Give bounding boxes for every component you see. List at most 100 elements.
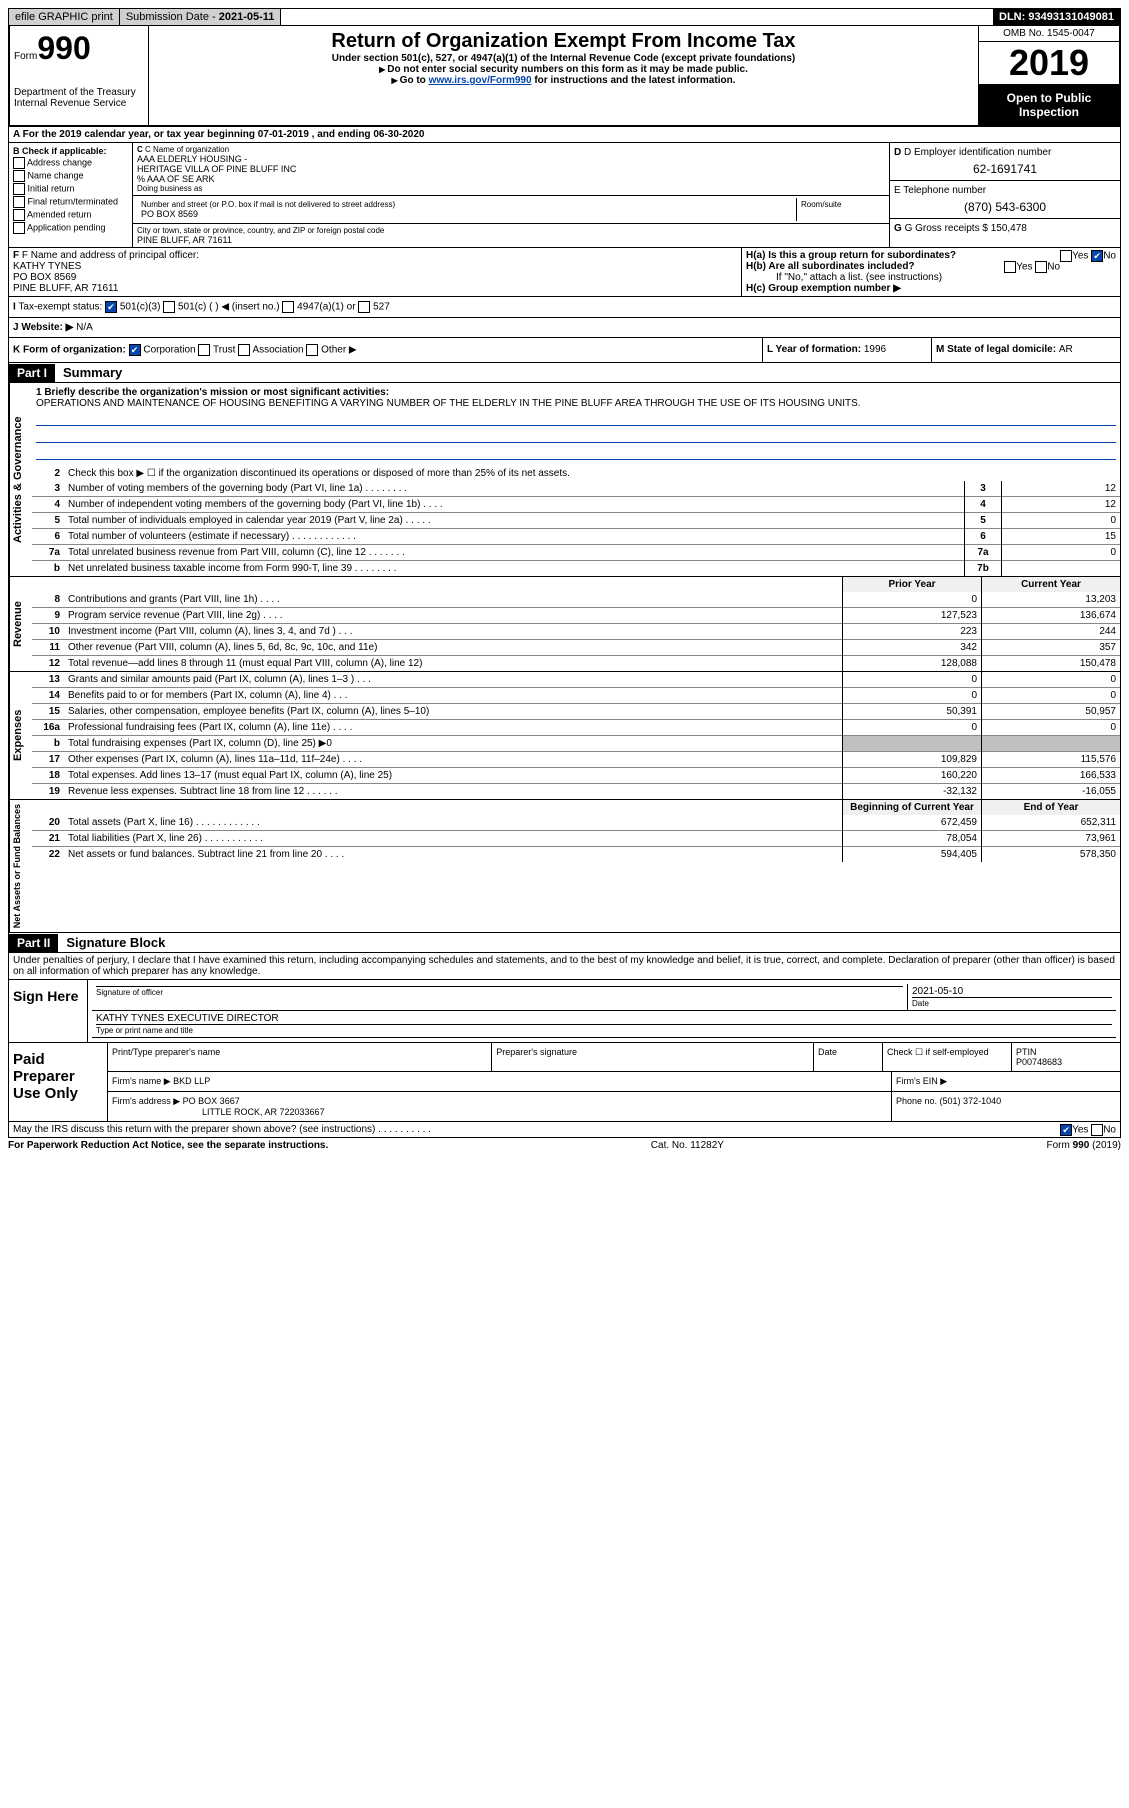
ptin-label: PTIN xyxy=(1016,1047,1116,1057)
revenue-section: Revenue Prior YearCurrent Year 8Contribu… xyxy=(8,577,1121,672)
mission-blank-2 xyxy=(36,428,1116,443)
opt-501c: 501(c) ( ) ◀ (insert no.) xyxy=(178,302,280,313)
section-b: B Check if applicable: Address change Na… xyxy=(9,143,133,247)
opt-527: 527 xyxy=(373,302,390,313)
checkbox-option[interactable]: Final return/terminated xyxy=(13,196,128,208)
footer-mid: Cat. No. 11282Y xyxy=(651,1140,724,1151)
501c-check[interactable] xyxy=(163,301,175,313)
checkbox-option[interactable]: Initial return xyxy=(13,183,128,195)
form-subtitle-2: Do not enter social security numbers on … xyxy=(153,64,974,75)
checkbox-option[interactable]: Application pending xyxy=(13,222,128,234)
top-bar: efile GRAPHIC print Submission Date - 20… xyxy=(8,8,1121,26)
corp-check[interactable] xyxy=(129,344,141,356)
efile-button[interactable]: efile GRAPHIC print xyxy=(9,9,120,25)
vlabel-revenue: Revenue xyxy=(9,577,32,671)
mission-blank-3 xyxy=(36,445,1116,460)
ptin-value: P00748683 xyxy=(1016,1057,1116,1067)
hb-yes-check[interactable] xyxy=(1004,261,1016,273)
part1-header-row: Part I Summary xyxy=(8,363,1121,383)
assoc-check[interactable] xyxy=(238,344,250,356)
form-number: 990 xyxy=(37,30,90,66)
firm-phone: (501) 372-1040 xyxy=(940,1096,1002,1106)
table-row: 7aTotal unrelated business revenue from … xyxy=(32,545,1120,561)
discuss-yes-check[interactable] xyxy=(1060,1124,1072,1136)
netassets-section: Net Assets or Fund Balances Beginning of… xyxy=(8,800,1121,933)
firm-name-label: Firm's name ▶ xyxy=(112,1076,171,1086)
officer-addr: PO BOX 8569 xyxy=(13,272,737,283)
section-fh: F F Name and address of principal office… xyxy=(8,248,1121,297)
signature-block: Under penalties of perjury, I declare th… xyxy=(8,953,1121,1138)
table-row: 6Total number of volunteers (estimate if… xyxy=(32,529,1120,545)
form-subtitle-1: Under section 501(c), 527, or 4947(a)(1)… xyxy=(153,53,974,64)
527-check[interactable] xyxy=(358,301,370,313)
opt-trust: Trust xyxy=(213,345,235,356)
org-name-2: HERITAGE VILLA OF PINE BLUFF INC xyxy=(137,164,885,174)
section-l: L Year of formation: 1996 xyxy=(763,338,932,362)
ein-value: 62-1691741 xyxy=(894,162,1116,176)
4947-check[interactable] xyxy=(282,301,294,313)
prep-date-label: Date xyxy=(814,1043,883,1071)
discuss-yes: Yes xyxy=(1072,1125,1088,1136)
submission-value: 2021-05-11 xyxy=(219,11,275,23)
h-b-label: H(b) Are all subordinates included? xyxy=(746,261,915,272)
part2-title: Signature Block xyxy=(58,933,173,952)
org-address: PO BOX 8569 xyxy=(141,209,792,219)
type-name-label: Type or print name and title xyxy=(96,1024,1112,1035)
section-f: F F Name and address of principal office… xyxy=(9,248,742,296)
omb-number: OMB No. 1545-0047 xyxy=(979,26,1119,42)
dln-value: 93493131049081 xyxy=(1028,11,1114,23)
part2-badge: Part II xyxy=(9,934,58,952)
dba-label: Doing business as xyxy=(137,184,885,193)
table-row: 12Total revenue—add lines 8 through 11 (… xyxy=(32,656,1120,672)
officer-name: KATHY TYNES xyxy=(13,261,737,272)
firm-addr-2: LITTLE ROCK, AR 722033667 xyxy=(202,1107,325,1117)
discuss-no-check[interactable] xyxy=(1091,1124,1103,1136)
vlabel-netassets: Net Assets or Fund Balances xyxy=(9,800,32,932)
discuss-no: No xyxy=(1103,1125,1116,1136)
prior-year-header: Prior Year xyxy=(843,577,982,592)
table-row: 5Total number of individuals employed in… xyxy=(32,513,1120,529)
section-h: H(a) Is this a group return for subordin… xyxy=(742,248,1120,296)
mission-label: 1 Briefly describe the organization's mi… xyxy=(36,387,389,398)
hb-no-check[interactable] xyxy=(1035,261,1047,273)
room-label: Room/suite xyxy=(797,198,885,221)
checkbox-option[interactable]: Name change xyxy=(13,170,128,182)
section-m: M State of legal domicile: AR xyxy=(932,338,1120,362)
opt-other: Other ▶ xyxy=(321,345,356,356)
table-row: 15Salaries, other compensation, employee… xyxy=(32,704,1120,720)
ha-yes-check[interactable] xyxy=(1060,250,1072,262)
section-c: C C Name of organization AAA ELDERLY HOU… xyxy=(133,143,889,247)
section-klm: K Form of organization: Corporation Trus… xyxy=(8,338,1121,363)
org-name-3: % AAA OF SE ARK xyxy=(137,174,885,184)
checkbox-option[interactable]: Address change xyxy=(13,157,128,169)
ha-no-check[interactable] xyxy=(1091,250,1103,262)
dln-label: DLN: xyxy=(999,11,1028,23)
city-label: City or town, state or province, country… xyxy=(137,226,885,235)
vlabel-expenses: Expenses xyxy=(9,672,32,799)
mission-blank-1 xyxy=(36,411,1116,426)
page-footer: For Paperwork Reduction Act Notice, see … xyxy=(8,1138,1121,1153)
table-row: 16aProfessional fundraising fees (Part I… xyxy=(32,720,1120,736)
m-label: M State of legal domicile: xyxy=(936,344,1059,355)
part1-title: Summary xyxy=(55,363,130,382)
table-row: 18Total expenses. Add lines 13–17 (must … xyxy=(32,768,1120,784)
m-value: AR xyxy=(1059,344,1073,355)
checkbox-option[interactable]: Amended return xyxy=(13,209,128,221)
table-row: 17Other expenses (Part IX, column (A), l… xyxy=(32,752,1120,768)
h-b-note: If "No," attach a list. (see instruction… xyxy=(746,272,1116,283)
org-city: PINE BLUFF, AR 71611 xyxy=(137,235,885,245)
sig-date-label: Date xyxy=(912,997,1112,1008)
trust-check[interactable] xyxy=(198,344,210,356)
501c3-check[interactable] xyxy=(105,301,117,313)
table-row: 9Program service revenue (Part VIII, lin… xyxy=(32,608,1120,624)
line2-text: Check this box ▶ ☐ if the organization d… xyxy=(64,466,1120,481)
table-row: 21Total liabilities (Part X, line 26) . … xyxy=(32,831,1120,847)
table-row: 3Number of voting members of the governi… xyxy=(32,481,1120,497)
form990-link[interactable]: www.irs.gov/Form990 xyxy=(429,75,532,86)
gross-value: 150,478 xyxy=(991,223,1027,234)
preparer-name-label: Print/Type preparer's name xyxy=(108,1043,492,1071)
other-check[interactable] xyxy=(306,344,318,356)
header-mid: Return of Organization Exempt From Incom… xyxy=(149,26,978,125)
form-header: Form990 Department of the Treasury Inter… xyxy=(8,26,1121,127)
section-i: I Tax-exempt status: 501(c)(3) 501(c) ( … xyxy=(8,297,1121,318)
